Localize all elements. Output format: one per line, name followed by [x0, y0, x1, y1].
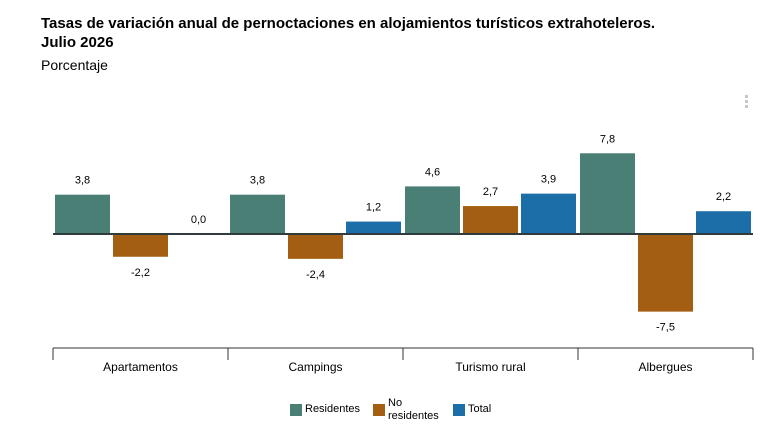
- legend-item-no-residentes[interactable]: No residentes: [373, 397, 443, 423]
- bar-campings-total[interactable]: [346, 221, 401, 234]
- x-tick-label-turismo-rural: Turismo rural: [455, 360, 525, 374]
- data-label-apartamentos-total: 0,0: [191, 214, 206, 226]
- data-label-albergues-no-residentes: -7,5: [656, 322, 675, 334]
- data-label-turismo-rural-residentes: 4,6: [425, 166, 440, 178]
- bar-campings-residentes[interactable]: [230, 194, 285, 234]
- data-label-campings-total: 1,2: [366, 202, 381, 214]
- chart-subtitle: Porcentaje: [41, 57, 108, 73]
- x-tick-label-apartamentos: Apartamentos: [103, 360, 178, 374]
- bar-campings-no-residentes[interactable]: [288, 234, 343, 259]
- bar-turismo-rural-residentes[interactable]: [405, 186, 460, 234]
- data-label-turismo-rural-total: 3,9: [541, 174, 556, 186]
- legend-swatch-total: [453, 404, 465, 416]
- chart-legend: Residentes No residentes Total: [290, 397, 518, 423]
- menu-dot: [745, 105, 748, 108]
- x-tick-label-albergues: Albergues: [638, 360, 692, 374]
- data-label-campings-residentes: 3,8: [250, 175, 265, 187]
- data-label-campings-no-residentes: -2,4: [306, 269, 325, 281]
- bar-albergues-total[interactable]: [696, 211, 751, 234]
- chart-title-line: Tasas de variación anual de pernoctacion…: [41, 15, 656, 32]
- data-label-apartamentos-no-residentes: -2,2: [131, 267, 150, 279]
- chart-title: Tasas de variación anual de pernoctacion…: [41, 14, 655, 52]
- data-label-turismo-rural-no-residentes: 2,7: [483, 186, 498, 198]
- bar-turismo-rural-total[interactable]: [521, 193, 576, 234]
- chart-title-line: Julio 2026: [41, 34, 114, 51]
- data-label-apartamentos-residentes: 3,8: [75, 175, 90, 187]
- legend-label-residentes: Residentes: [305, 403, 361, 415]
- legend-swatch-no-residentes: [373, 404, 385, 416]
- legend-swatch-residentes: [290, 404, 302, 416]
- bar-apartamentos-no-residentes[interactable]: [113, 234, 168, 257]
- legend-label-total: Total: [468, 403, 492, 415]
- bar-albergues-no-residentes[interactable]: [638, 234, 693, 312]
- kebab-menu-icon[interactable]: [745, 95, 749, 110]
- legend-item-residentes[interactable]: Residentes: [290, 397, 363, 416]
- menu-dot: [745, 100, 748, 103]
- bar-turismo-rural-no-residentes[interactable]: [463, 206, 518, 234]
- data-label-albergues-residentes: 7,8: [600, 133, 615, 145]
- data-label-albergues-total: 2,2: [716, 191, 731, 203]
- bar-apartamentos-residentes[interactable]: [55, 194, 110, 234]
- legend-item-total[interactable]: Total: [453, 397, 508, 416]
- bar-albergues-residentes[interactable]: [580, 153, 635, 234]
- x-tick-label-campings: Campings: [288, 360, 342, 374]
- menu-dot: [745, 95, 748, 98]
- legend-label-no-residentes: No residentes: [388, 397, 439, 422]
